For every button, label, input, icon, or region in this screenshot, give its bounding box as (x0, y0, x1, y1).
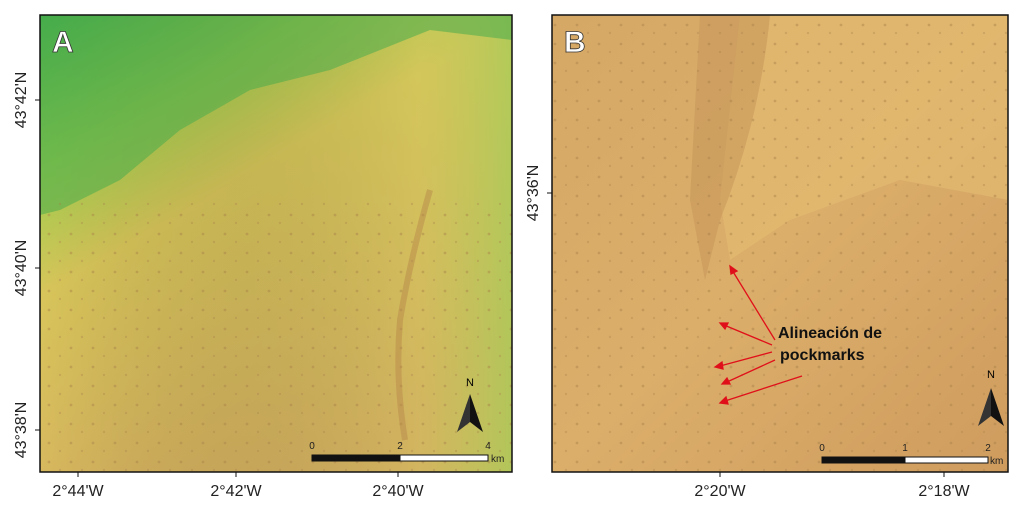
lat-label: 43°38'N (13, 402, 30, 459)
panel-label: A (52, 26, 74, 59)
scale-label: 2 (397, 441, 403, 452)
scale-label: 0 (819, 443, 825, 454)
lon-label: 2°44'W (52, 483, 104, 500)
lat-label: 43°42'N (13, 72, 30, 129)
scale-label: 4 (485, 441, 491, 452)
scale-unit: km (990, 456, 1003, 467)
map-a (40, 15, 512, 472)
lon-label: 2°42'W (210, 483, 262, 500)
lat-label: 43°36'N (525, 165, 542, 222)
scale-unit: km (491, 454, 504, 465)
annotation: pockmarks (780, 347, 865, 364)
scale-label: 1 (902, 443, 908, 454)
scale-label: 2 (985, 443, 991, 454)
annotation: Alineación de (778, 325, 882, 342)
lat-label: 43°40'N (13, 240, 30, 297)
lon-label: 2°40'W (372, 483, 424, 500)
north-label: N (987, 369, 995, 381)
lon-label: 2°20'W (694, 483, 746, 500)
figure: A 43°42'N 43°40'N 43°38'N 2°44'W 2°42'W … (0, 0, 1011, 505)
lon-label: 2°18'W (918, 483, 970, 500)
scale-label: 0 (309, 441, 315, 452)
panel-label: B (564, 26, 586, 59)
north-label: N (466, 377, 474, 389)
map-b (552, 15, 1008, 472)
